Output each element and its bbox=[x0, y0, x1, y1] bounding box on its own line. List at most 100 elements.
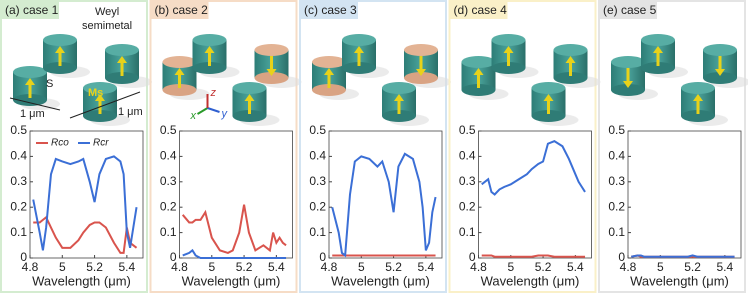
y-tick-label: 0 bbox=[170, 250, 177, 264]
y-tick-label: 0.1 bbox=[309, 225, 326, 239]
x-tick-label: 5 bbox=[358, 260, 365, 274]
cylinder-top bbox=[342, 34, 376, 46]
arrow-head bbox=[543, 94, 554, 101]
cylinder-bottom bbox=[404, 72, 438, 84]
panel-title: (c) case 3 bbox=[304, 3, 357, 17]
cylinder-top bbox=[105, 44, 139, 56]
x-tick-label: 5.2 bbox=[236, 260, 253, 274]
y-tick-label: 0.4 bbox=[459, 149, 476, 163]
panel-title: (e) case 5 bbox=[603, 3, 657, 17]
plot-frame bbox=[328, 130, 443, 259]
y-tick-label: 0.2 bbox=[10, 199, 27, 213]
arrow-head bbox=[473, 68, 484, 75]
cylinder-top bbox=[382, 82, 416, 94]
annotation: y bbox=[221, 108, 229, 120]
panel-title: (b) case 2 bbox=[155, 3, 209, 17]
cylinder-top bbox=[553, 44, 588, 56]
cylinder-top bbox=[491, 34, 526, 46]
y-tick-label: 0.4 bbox=[160, 149, 177, 163]
arrow-head bbox=[174, 68, 185, 75]
y-tick-label: 0.3 bbox=[160, 174, 177, 188]
y-tick-label: 0.4 bbox=[309, 149, 326, 163]
panel-border bbox=[598, 0, 746, 293]
panel-border bbox=[149, 0, 298, 293]
annotation: 1 μm bbox=[20, 108, 45, 120]
y-tick-label: 0.3 bbox=[459, 174, 476, 188]
panel-border bbox=[448, 0, 597, 293]
cylinder-bottom bbox=[382, 110, 416, 122]
x-axis-label: Wavelength (μm) bbox=[182, 273, 281, 288]
series-line bbox=[481, 254, 586, 258]
cylinder-bottom bbox=[553, 72, 588, 84]
y-tick-label: 0.2 bbox=[160, 199, 177, 213]
cylinder-bottom bbox=[342, 62, 376, 74]
y-tick-label: 0 bbox=[618, 250, 625, 264]
cylinder-top bbox=[641, 34, 675, 46]
y-tick-label: 0.3 bbox=[608, 174, 625, 188]
x-tick-label: 4.8 bbox=[321, 260, 338, 274]
cylinder-top bbox=[254, 44, 289, 56]
cylinder-top bbox=[531, 82, 566, 94]
dimension bbox=[9, 97, 61, 111]
cylinder-bottom bbox=[162, 84, 197, 96]
cylinder-top bbox=[611, 56, 645, 68]
x-tick-label: 5.4 bbox=[119, 260, 136, 274]
arrow-head bbox=[503, 46, 514, 53]
x-tick-label: 4.8 bbox=[470, 260, 487, 274]
arrow-head bbox=[324, 68, 334, 75]
plot-frame bbox=[627, 130, 742, 259]
panel-tab bbox=[449, 1, 508, 19]
cylinder-top bbox=[461, 56, 496, 68]
arrow-head bbox=[693, 94, 703, 101]
arrow-head bbox=[117, 56, 127, 63]
cylinder-bottom bbox=[531, 110, 566, 122]
cylinder-bottom bbox=[43, 62, 77, 74]
panel-border bbox=[299, 0, 447, 293]
cylinder-bottom bbox=[13, 94, 47, 106]
series-line bbox=[331, 152, 437, 258]
annotation: x bbox=[190, 110, 197, 122]
x-tick-label: 5.4 bbox=[268, 260, 285, 274]
cylinder-top bbox=[312, 56, 346, 68]
y-tick-label: 0.3 bbox=[309, 174, 326, 188]
panel-tab bbox=[300, 1, 358, 19]
cylinder-bottom bbox=[681, 110, 715, 122]
y-tick-label: 0.5 bbox=[160, 123, 177, 137]
series-line bbox=[182, 248, 287, 259]
cylinder-bottom bbox=[641, 62, 675, 74]
annotation: semimetal bbox=[82, 20, 132, 32]
y-tick-label: 0 bbox=[469, 250, 476, 264]
y-tick-label: 0.2 bbox=[309, 199, 326, 213]
y-tick-label: 0.5 bbox=[459, 123, 476, 137]
x-axis-label: Wavelength (μm) bbox=[32, 273, 131, 288]
y-tick-label: 0.5 bbox=[10, 123, 27, 137]
cylinder-bottom bbox=[491, 62, 526, 74]
x-axis-label: Wavelength (μm) bbox=[481, 273, 580, 288]
arrow-head bbox=[394, 94, 404, 101]
arrow-head bbox=[55, 46, 65, 53]
x-tick-label: 5.2 bbox=[684, 260, 701, 274]
cylinder-bottom bbox=[611, 84, 645, 96]
arrow-head bbox=[266, 69, 277, 76]
cylinder-top bbox=[681, 82, 715, 94]
y-tick-label: 0.5 bbox=[309, 123, 326, 137]
x-tick-label: 5.4 bbox=[567, 260, 584, 274]
dimension bbox=[69, 91, 141, 119]
y-tick-label: 0.4 bbox=[10, 149, 27, 163]
arrow-head bbox=[204, 46, 215, 53]
axis-x bbox=[196, 107, 209, 115]
y-tick-label: 0 bbox=[20, 250, 27, 264]
cylinder-bottom bbox=[254, 72, 289, 84]
annotation: Weyl bbox=[95, 6, 119, 18]
panel-border bbox=[0, 0, 148, 293]
x-tick-label: 5.2 bbox=[385, 260, 402, 274]
y-tick-label: 0 bbox=[319, 250, 326, 264]
x-tick-label: 5 bbox=[59, 260, 66, 274]
cylinder-top bbox=[192, 34, 227, 46]
y-tick-label: 0.2 bbox=[459, 199, 476, 213]
cylinder-top bbox=[162, 56, 197, 68]
panel-tab bbox=[1, 1, 59, 19]
arrow-head bbox=[354, 46, 364, 53]
arrow-head bbox=[95, 94, 105, 101]
